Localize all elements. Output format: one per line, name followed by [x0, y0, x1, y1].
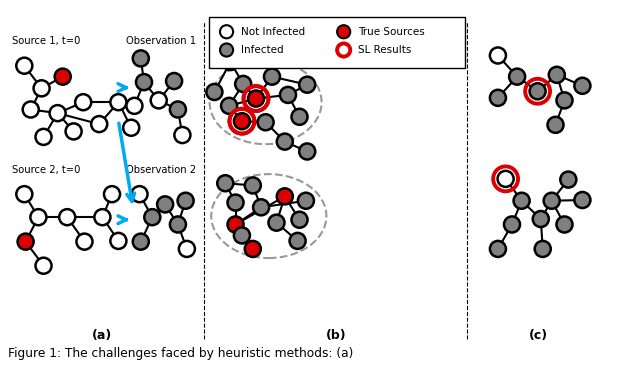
Ellipse shape — [244, 241, 261, 257]
Ellipse shape — [234, 227, 250, 243]
Ellipse shape — [75, 94, 92, 110]
Ellipse shape — [298, 193, 314, 209]
Ellipse shape — [509, 69, 525, 85]
Ellipse shape — [94, 209, 111, 225]
Ellipse shape — [264, 69, 280, 85]
Ellipse shape — [110, 94, 127, 110]
Ellipse shape — [299, 143, 316, 160]
Ellipse shape — [276, 134, 293, 150]
Ellipse shape — [529, 83, 546, 99]
Text: Source 2, t=0: Source 2, t=0 — [12, 165, 80, 175]
Ellipse shape — [17, 234, 34, 250]
Ellipse shape — [299, 77, 316, 93]
Ellipse shape — [220, 25, 233, 38]
Ellipse shape — [150, 92, 167, 108]
Ellipse shape — [170, 101, 186, 118]
Ellipse shape — [289, 233, 306, 249]
Ellipse shape — [126, 98, 143, 114]
Ellipse shape — [132, 234, 149, 250]
Ellipse shape — [33, 80, 50, 96]
Ellipse shape — [534, 241, 551, 257]
Ellipse shape — [131, 186, 148, 202]
Ellipse shape — [257, 114, 274, 130]
Ellipse shape — [490, 241, 506, 257]
Ellipse shape — [556, 216, 573, 233]
Ellipse shape — [179, 241, 195, 257]
Ellipse shape — [337, 25, 350, 38]
Ellipse shape — [513, 193, 530, 209]
Ellipse shape — [170, 216, 186, 233]
Text: Observation 1: Observation 1 — [126, 36, 196, 46]
Text: (a): (a) — [92, 329, 113, 342]
Ellipse shape — [110, 233, 127, 249]
Ellipse shape — [490, 90, 506, 106]
Ellipse shape — [123, 120, 140, 136]
Ellipse shape — [157, 196, 173, 212]
Ellipse shape — [30, 209, 47, 225]
Ellipse shape — [59, 209, 76, 225]
Ellipse shape — [227, 195, 244, 211]
Ellipse shape — [206, 84, 223, 100]
Ellipse shape — [291, 212, 308, 228]
Ellipse shape — [248, 91, 264, 107]
Ellipse shape — [22, 101, 39, 118]
Ellipse shape — [227, 216, 244, 233]
Ellipse shape — [144, 209, 161, 225]
Ellipse shape — [35, 129, 52, 145]
Ellipse shape — [337, 43, 350, 57]
Ellipse shape — [548, 67, 565, 83]
Ellipse shape — [560, 172, 577, 188]
Ellipse shape — [91, 116, 108, 132]
Ellipse shape — [16, 186, 33, 202]
Ellipse shape — [16, 58, 33, 74]
Ellipse shape — [556, 92, 573, 108]
Text: Figure 1: The challenges faced by heuristic methods: (a): Figure 1: The challenges faced by heuris… — [8, 347, 353, 360]
Text: True Sources: True Sources — [358, 27, 424, 37]
Text: (b): (b) — [326, 329, 346, 342]
Ellipse shape — [547, 117, 564, 133]
Ellipse shape — [136, 74, 152, 90]
Text: Source 1, t=0: Source 1, t=0 — [12, 36, 80, 46]
Ellipse shape — [280, 87, 296, 103]
Ellipse shape — [244, 177, 261, 193]
Ellipse shape — [65, 123, 82, 139]
Ellipse shape — [177, 193, 194, 209]
Text: Observation 2: Observation 2 — [126, 165, 196, 175]
Ellipse shape — [253, 199, 269, 215]
Ellipse shape — [234, 113, 250, 129]
Ellipse shape — [543, 193, 560, 209]
Text: (c): (c) — [529, 329, 548, 342]
Ellipse shape — [217, 175, 234, 191]
Ellipse shape — [166, 73, 182, 89]
Ellipse shape — [490, 47, 506, 64]
Ellipse shape — [221, 98, 237, 114]
Ellipse shape — [497, 171, 514, 187]
Ellipse shape — [276, 188, 293, 204]
Ellipse shape — [54, 69, 71, 85]
Text: Not Infected: Not Infected — [241, 27, 305, 37]
Ellipse shape — [220, 43, 233, 57]
Ellipse shape — [574, 78, 591, 94]
Ellipse shape — [268, 215, 285, 231]
Ellipse shape — [49, 105, 66, 121]
Ellipse shape — [35, 258, 52, 274]
Text: Infected: Infected — [241, 45, 284, 55]
Ellipse shape — [104, 186, 120, 202]
Ellipse shape — [222, 54, 239, 70]
FancyBboxPatch shape — [209, 17, 465, 68]
Text: SL Results: SL Results — [358, 45, 411, 55]
Ellipse shape — [174, 127, 191, 143]
Ellipse shape — [291, 109, 308, 125]
Ellipse shape — [532, 211, 549, 227]
Ellipse shape — [76, 234, 93, 250]
Ellipse shape — [574, 192, 591, 208]
Ellipse shape — [235, 76, 252, 92]
Ellipse shape — [504, 216, 520, 233]
Ellipse shape — [132, 50, 149, 66]
